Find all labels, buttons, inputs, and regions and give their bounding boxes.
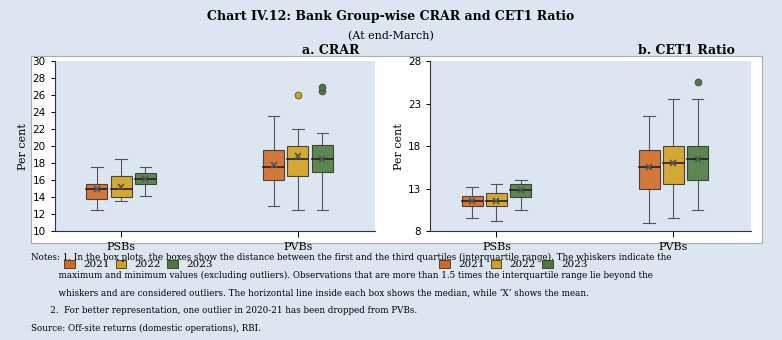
FancyBboxPatch shape — [263, 150, 284, 180]
Legend: 2021, 2022, 2023: 2021, 2022, 2023 — [60, 255, 217, 274]
Text: 2.  For better representation, one outlier in 2020-21 has been dropped from PVBs: 2. For better representation, one outlie… — [31, 306, 418, 315]
Text: b. CET1 Ratio: b. CET1 Ratio — [638, 44, 735, 57]
Text: whiskers and are considered outliers. The horizontal line inside each box shows : whiskers and are considered outliers. Th… — [31, 289, 589, 298]
Text: Notes: 1. In the box plots, the boxes show the distance between the first and th: Notes: 1. In the box plots, the boxes sh… — [31, 253, 672, 262]
FancyBboxPatch shape — [486, 193, 507, 206]
Y-axis label: Per cent: Per cent — [18, 123, 28, 170]
FancyBboxPatch shape — [312, 144, 333, 172]
FancyBboxPatch shape — [511, 184, 531, 197]
Text: (At end-March): (At end-March) — [348, 31, 434, 41]
Text: maximum and minimum values (excluding outliers). Observations that are more than: maximum and minimum values (excluding ou… — [31, 271, 653, 280]
FancyBboxPatch shape — [135, 173, 156, 184]
FancyBboxPatch shape — [86, 184, 107, 199]
Legend: 2021, 2022, 2023: 2021, 2022, 2023 — [436, 255, 592, 274]
FancyBboxPatch shape — [461, 195, 482, 206]
Text: Source: Off-site returns (domestic operations), RBI.: Source: Off-site returns (domestic opera… — [31, 324, 261, 333]
FancyBboxPatch shape — [663, 146, 683, 184]
FancyBboxPatch shape — [638, 150, 659, 189]
Text: a. CRAR: a. CRAR — [302, 44, 360, 57]
FancyBboxPatch shape — [110, 176, 131, 197]
FancyBboxPatch shape — [687, 146, 708, 180]
Text: Chart IV.12: Bank Group-wise CRAR and CET1 Ratio: Chart IV.12: Bank Group-wise CRAR and CE… — [207, 10, 575, 23]
FancyBboxPatch shape — [288, 146, 308, 176]
Y-axis label: Per cent: Per cent — [393, 123, 404, 170]
